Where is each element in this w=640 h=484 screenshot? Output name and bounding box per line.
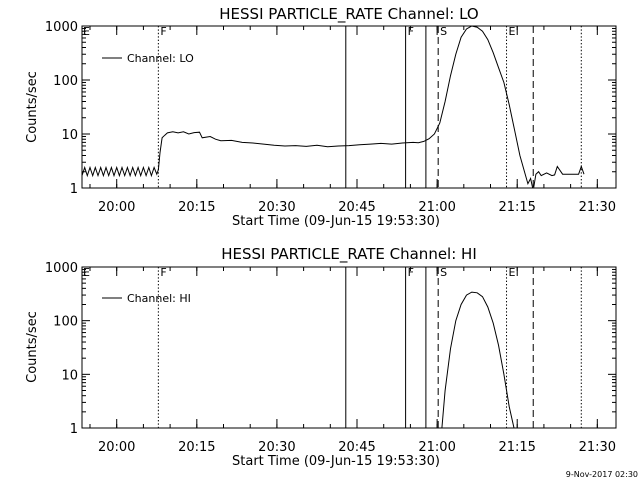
event-marker-label: F	[408, 25, 414, 38]
x-axis-label: Start Time (09-Jun-15 19:53:30)	[232, 214, 440, 229]
x-tick-label: 21:00	[418, 200, 455, 215]
event-marker-label: F	[160, 266, 166, 279]
x-tick-label: 20:45	[338, 200, 375, 215]
timestamp-label: 9-Nov-2017 02:30	[566, 470, 638, 479]
event-marker-label: F	[160, 25, 166, 38]
y-tick-label: 1	[70, 422, 78, 437]
event-marker-label: E	[509, 266, 516, 279]
event-marker-label: S	[440, 266, 447, 279]
x-tick-label: 21:00	[418, 440, 455, 455]
event-marker-label: E	[83, 266, 90, 279]
plot-frame	[81, 25, 617, 189]
x-axis-label: Start Time (09-Jun-15 19:53:30)	[232, 454, 440, 469]
plot-frame	[81, 266, 617, 429]
event-marker-label: E	[83, 25, 90, 38]
x-tick-label: 20:30	[258, 440, 295, 455]
legend-label: Channel: LO	[127, 52, 194, 65]
x-tick-label: 21:30	[579, 440, 616, 455]
x-tick-label: 20:00	[98, 200, 135, 215]
event-marker-label: S	[440, 25, 447, 38]
x-tick-label: 20:15	[178, 200, 215, 215]
y-tick-label: 100	[53, 74, 78, 89]
series-line	[441, 291, 515, 428]
event-marker-label: F	[408, 266, 414, 279]
x-tick-label: 21:30	[579, 200, 616, 215]
y-tick-label: 1000	[45, 20, 78, 35]
event-marker-label: E	[509, 25, 516, 38]
x-tick-label: 20:30	[258, 200, 295, 215]
y-tick-label: 10	[61, 128, 78, 143]
y-axis-label: Counts/sec	[25, 311, 40, 383]
y-tick-label: 1	[70, 182, 78, 197]
chart-title: HESSI PARTICLE_RATE Channel: LO	[219, 5, 478, 24]
x-tick-label: 20:00	[98, 440, 135, 455]
x-tick-label: 21:15	[498, 200, 535, 215]
x-tick-label: 21:15	[498, 440, 535, 455]
y-axis-label: Counts/sec	[25, 71, 40, 143]
y-tick-label: 1000	[45, 261, 78, 276]
x-tick-label: 20:15	[178, 440, 215, 455]
y-tick-label: 100	[53, 315, 78, 330]
y-tick-label: 10	[61, 368, 78, 383]
legend-label: Channel: HI	[127, 292, 191, 305]
x-tick-label: 20:45	[338, 440, 375, 455]
chart-title: HESSI PARTICLE_RATE Channel: HI	[221, 245, 477, 264]
series-line	[82, 26, 585, 188]
